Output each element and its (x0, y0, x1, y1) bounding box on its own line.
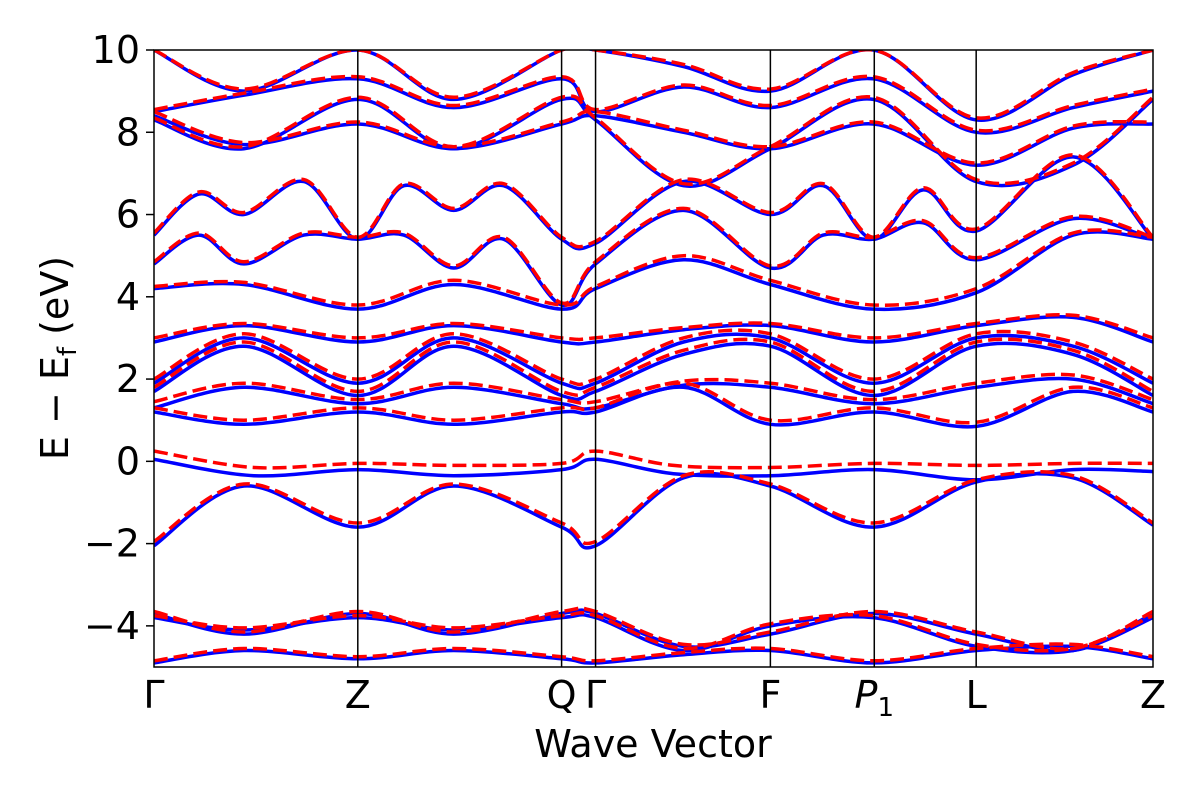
y-axis-label-main: E − E (33, 356, 77, 460)
dashed-band-8 (154, 206, 1153, 305)
dashed-band-5 (154, 328, 1153, 387)
dashed-band-1 (154, 449, 1153, 470)
y-axis-label-unit: (eV) (33, 256, 77, 347)
y-tick-label-6: 8 (116, 110, 140, 154)
x-tick-label-7: Z (1140, 673, 1166, 717)
dashed-band-10 (154, 94, 1153, 186)
x-tick-label-5: P1 (855, 673, 894, 723)
dashed-band-12 (154, 74, 1153, 133)
dashed-band-13 (154, 50, 1153, 120)
y-tick-label-1: −2 (84, 522, 140, 566)
y-ticks: −4 −2 0 2 4 6 8 10 (84, 28, 154, 648)
dashed-band-16 (154, 642, 1153, 663)
x-ticks: Γ Z Q Γ F P1 L Z (143, 673, 1166, 723)
dashed-band-7 (154, 228, 1153, 307)
x-tick-label-1: Z (345, 673, 371, 717)
solid-band-6 (154, 315, 1153, 346)
x-tick-label-0: Γ (143, 673, 164, 717)
y-tick-label-0: −4 (84, 604, 140, 648)
dashed-band-6 (154, 313, 1153, 342)
dashed-band-0 (154, 470, 1153, 546)
x-axis-label: Wave Vector (534, 722, 772, 766)
y-tick-label-5: 6 (116, 193, 140, 237)
bands-layer (154, 50, 1153, 665)
y-axis-label-sub: f (53, 346, 83, 356)
y-tick-label-7: 10 (92, 28, 140, 72)
solid-band-11 (154, 113, 1153, 167)
solid-band-12 (154, 76, 1153, 135)
y-tick-label-3: 2 (116, 357, 140, 401)
x-tick-label-3: Γ (585, 673, 606, 717)
dashed-band-3 (154, 372, 1153, 405)
solid-band-0 (154, 471, 1153, 550)
solid-band-7 (154, 230, 1153, 312)
kpoint-lines (357, 50, 977, 667)
x-tick-label-6: L (966, 673, 987, 717)
x-tick-label-2: Q (547, 673, 577, 717)
dashed-band-11 (154, 109, 1153, 165)
dashed-band-15 (154, 610, 1153, 653)
y-axis-label: E − Ef (eV) (33, 256, 83, 460)
solid-band-16 (154, 644, 1153, 665)
solid-band-3 (154, 376, 1153, 411)
dashed-band-14 (154, 606, 1153, 651)
y-tick-label-4: 4 (116, 275, 140, 319)
y-tick-label-2: 0 (116, 439, 140, 483)
svg-text:E − Ef (eV): E − Ef (eV) (33, 256, 83, 460)
x-tick-label-4: F (759, 673, 781, 717)
solid-band-8 (154, 208, 1153, 307)
plot-frame (153, 49, 1154, 668)
